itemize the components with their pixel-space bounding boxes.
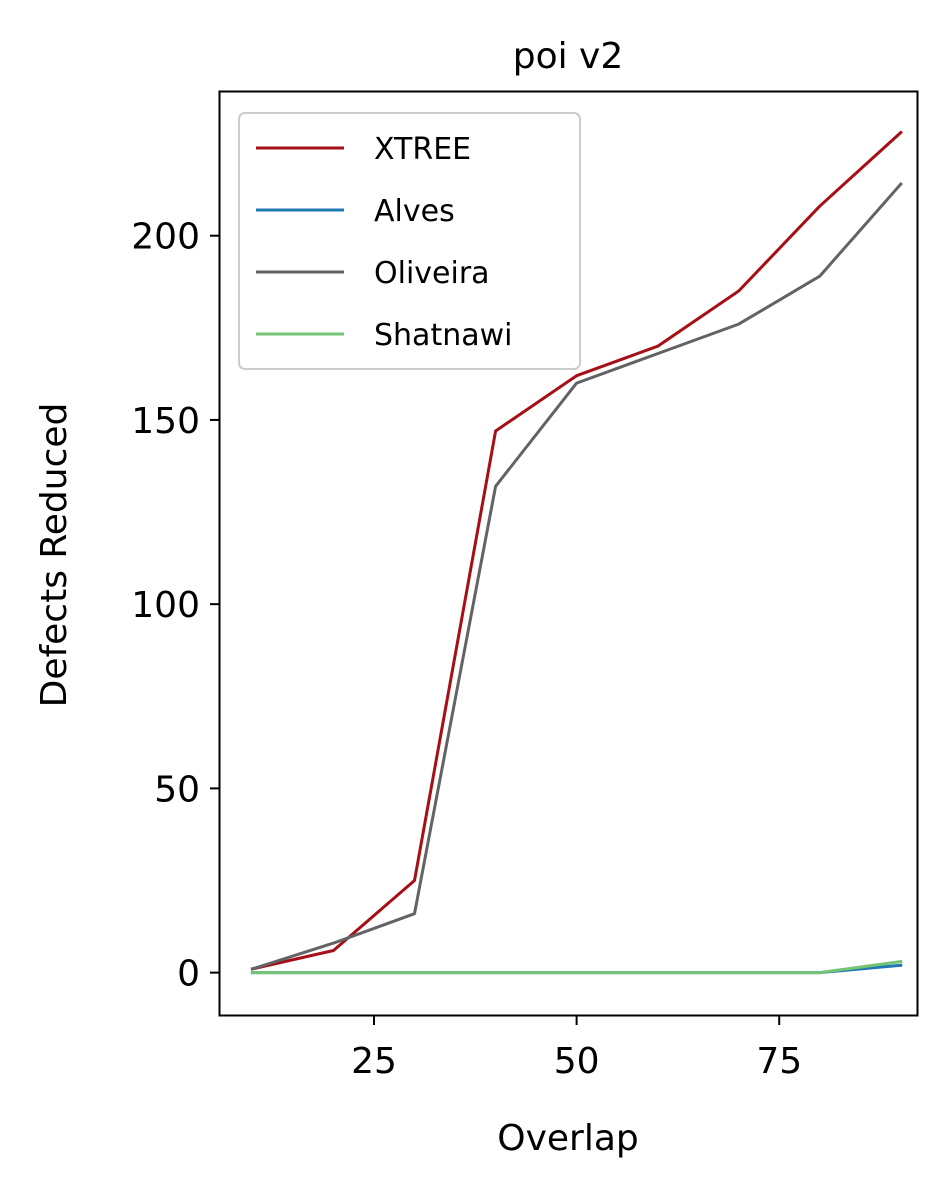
x-tick-label: 25 xyxy=(351,1041,397,1082)
series-layer xyxy=(250,130,903,975)
y-tick-label: 50 xyxy=(154,769,200,810)
y-tick-label: 150 xyxy=(131,401,200,442)
series-line-oliveira xyxy=(250,181,903,971)
y-axis-label: Defects Reduced xyxy=(34,403,75,708)
chart-title: poi v2 xyxy=(513,36,624,77)
legend-box xyxy=(238,112,581,370)
y-tick-label: 200 xyxy=(131,217,200,258)
y-tick-label: 0 xyxy=(177,954,200,995)
y-tick-label: 100 xyxy=(131,585,200,626)
legend-label-shatnawi: Shatnawi xyxy=(374,318,512,353)
series-line-shatnawi xyxy=(250,959,903,975)
x-axis-ticks: 25 50 75 xyxy=(351,1015,802,1082)
y-axis-ticks: 0 50 100 150 200 xyxy=(131,217,220,995)
x-tick-label: 75 xyxy=(756,1041,802,1082)
legend-label-oliveira: Oliveira xyxy=(374,256,490,291)
x-axis-label: Overlap xyxy=(497,1118,639,1159)
x-tick-label: 50 xyxy=(554,1041,600,1082)
plot-frame xyxy=(218,90,919,1017)
legend-label-alves: Alves xyxy=(374,194,455,229)
series-line-xtree xyxy=(250,130,903,971)
legend: XTREE Alves Oliveira Shatnawi xyxy=(238,112,581,370)
legend-label-xtree: XTREE xyxy=(374,132,471,167)
